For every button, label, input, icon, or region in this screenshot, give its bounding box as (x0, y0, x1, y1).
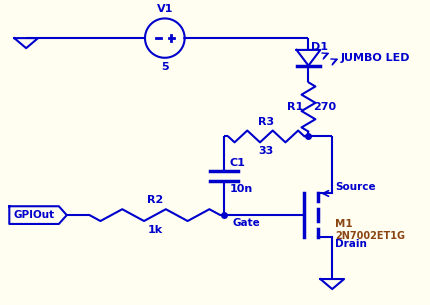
Text: 5: 5 (161, 62, 169, 72)
Text: Source: Source (335, 181, 376, 192)
Text: C1: C1 (229, 158, 245, 168)
Text: 10n: 10n (229, 184, 252, 194)
Text: R1: R1 (287, 102, 304, 112)
Text: V1: V1 (157, 4, 173, 13)
Text: 1k: 1k (147, 225, 163, 235)
Text: 33: 33 (259, 146, 274, 156)
Text: 270: 270 (313, 102, 337, 112)
Text: Drain: Drain (335, 239, 367, 249)
Text: R2: R2 (147, 195, 163, 205)
Text: Gate: Gate (232, 218, 260, 228)
Text: GPIOut: GPIOut (13, 210, 55, 220)
Text: D1: D1 (311, 42, 329, 52)
Text: R3: R3 (258, 117, 274, 127)
Text: JUMBO LED: JUMBO LED (340, 53, 410, 63)
Text: 2N7002ET1G: 2N7002ET1G (335, 231, 405, 241)
Text: M1: M1 (335, 219, 353, 229)
